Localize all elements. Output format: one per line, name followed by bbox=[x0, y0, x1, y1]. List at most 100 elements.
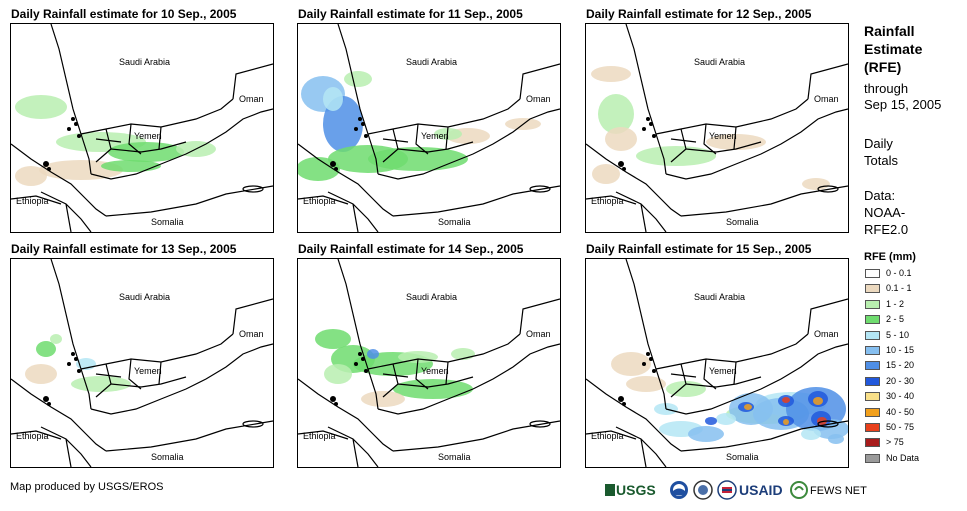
island bbox=[67, 127, 71, 131]
boundary-line bbox=[232, 298, 273, 335]
panel-title: Daily Rainfall estimate for 11 Sep., 200… bbox=[298, 7, 523, 21]
boundary-line bbox=[327, 426, 379, 467]
island bbox=[622, 167, 626, 171]
socotra-island bbox=[242, 185, 264, 193]
usaid-logo: USAID bbox=[739, 482, 783, 498]
map-label-saudi: Saudi Arabia bbox=[406, 57, 458, 67]
legend-swatch bbox=[865, 284, 880, 294]
map-label-somalia: Somalia bbox=[726, 452, 759, 462]
legend-swatch bbox=[865, 346, 880, 355]
map-label-ethiopia: Ethiopia bbox=[591, 196, 624, 206]
boundary-line bbox=[11, 143, 107, 217]
period-text: through Sep 15, 2005 bbox=[864, 81, 941, 113]
rainfall-area bbox=[393, 379, 473, 399]
map-canvas bbox=[11, 259, 273, 467]
legend-label: 50 - 75 bbox=[886, 422, 915, 432]
legend-title: RFE (mm) bbox=[864, 251, 916, 263]
boundary-line bbox=[105, 185, 273, 217]
island bbox=[71, 352, 75, 356]
boundary-line bbox=[685, 141, 762, 153]
usgs-logo: USGS bbox=[605, 482, 656, 498]
legend-label: 1 - 2 bbox=[886, 298, 905, 309]
map-label-oman: Oman bbox=[526, 329, 551, 339]
boundary-line bbox=[327, 191, 379, 232]
rainfall-area bbox=[705, 417, 717, 425]
map-label-ethiopia: Ethiopia bbox=[16, 431, 49, 441]
legend-label: 10 - 15 bbox=[886, 345, 915, 355]
map-label-oman: Oman bbox=[814, 94, 839, 104]
boundary-line bbox=[65, 203, 72, 232]
map-frame: Saudi Arabia Oman Yemen Ethiopia Somalia bbox=[297, 23, 561, 233]
island bbox=[642, 127, 646, 131]
boundary-line bbox=[655, 333, 809, 370]
data-line: Data: bbox=[864, 188, 896, 203]
map-label-yemen: Yemen bbox=[134, 366, 162, 376]
legend-swatch bbox=[865, 407, 880, 417]
rainfall-area bbox=[15, 166, 47, 186]
map-label-yemen: Yemen bbox=[134, 131, 162, 141]
rainfall-area bbox=[323, 87, 343, 111]
legend-swatch bbox=[865, 453, 880, 463]
data-line: NOAA- bbox=[864, 205, 906, 220]
rainfall-area bbox=[50, 334, 62, 344]
boundary-line bbox=[158, 126, 162, 150]
island bbox=[358, 117, 362, 121]
socotra-island bbox=[817, 185, 839, 193]
rainfall-area bbox=[605, 127, 637, 151]
map-label-yemen: Yemen bbox=[709, 131, 737, 141]
fews-icon bbox=[790, 481, 808, 504]
boundary-line bbox=[377, 108, 560, 180]
usaid-seal bbox=[717, 480, 737, 505]
legend-swatch bbox=[865, 361, 880, 371]
rainfall-area bbox=[813, 397, 823, 405]
boundary-line bbox=[703, 123, 717, 155]
boundary-line bbox=[110, 141, 187, 153]
daily-line: Daily bbox=[864, 136, 893, 151]
map-canvas bbox=[298, 24, 560, 232]
boundary-line bbox=[397, 376, 474, 388]
boundary-line bbox=[519, 298, 560, 335]
boundary-line bbox=[95, 373, 122, 378]
boundary-line bbox=[382, 138, 409, 143]
island bbox=[361, 122, 365, 126]
boundary-line bbox=[586, 195, 637, 205]
island bbox=[652, 134, 656, 138]
legend-label: 2 - 5 bbox=[886, 314, 905, 325]
boundary-line bbox=[655, 98, 809, 135]
daily-line: Totals bbox=[864, 153, 898, 168]
island bbox=[646, 352, 650, 356]
island bbox=[649, 357, 653, 361]
legend-label: No Data bbox=[886, 452, 920, 463]
boundary-line bbox=[665, 343, 848, 415]
boundary-line bbox=[586, 430, 637, 440]
island bbox=[622, 402, 626, 406]
island bbox=[358, 352, 362, 356]
boundary-line bbox=[11, 195, 62, 205]
rainfall-area bbox=[298, 157, 340, 181]
island bbox=[43, 161, 49, 167]
map-label-oman: Oman bbox=[239, 94, 264, 104]
island bbox=[646, 117, 650, 121]
boundary-line bbox=[232, 63, 273, 100]
map-frame: Saudi Arabia Oman Yemen Ethiopia Somalia bbox=[10, 258, 274, 468]
boundary-line bbox=[703, 358, 717, 390]
rainfall-area bbox=[344, 71, 372, 87]
boundary-line bbox=[615, 191, 667, 232]
panel-title: Daily Rainfall estimate for 10 Sep., 200… bbox=[11, 7, 237, 21]
legend-swatch bbox=[865, 376, 880, 386]
rainfall-area bbox=[591, 66, 631, 82]
boundary-line bbox=[80, 98, 234, 135]
legend-label: 15 - 20 bbox=[886, 360, 915, 371]
boundary-line bbox=[665, 108, 848, 180]
island bbox=[77, 134, 81, 138]
panel-title: Daily Rainfall estimate for 14 Sep., 200… bbox=[298, 242, 524, 256]
boundary-line bbox=[415, 358, 429, 390]
legend-swatch bbox=[865, 423, 880, 432]
boundary-line bbox=[298, 143, 394, 217]
map-label-saudi: Saudi Arabia bbox=[119, 292, 171, 302]
noaa-seal bbox=[669, 480, 689, 505]
boundary-line bbox=[11, 378, 107, 452]
boundary-line bbox=[807, 298, 848, 335]
island bbox=[330, 161, 336, 167]
rainfall-area bbox=[611, 352, 651, 376]
